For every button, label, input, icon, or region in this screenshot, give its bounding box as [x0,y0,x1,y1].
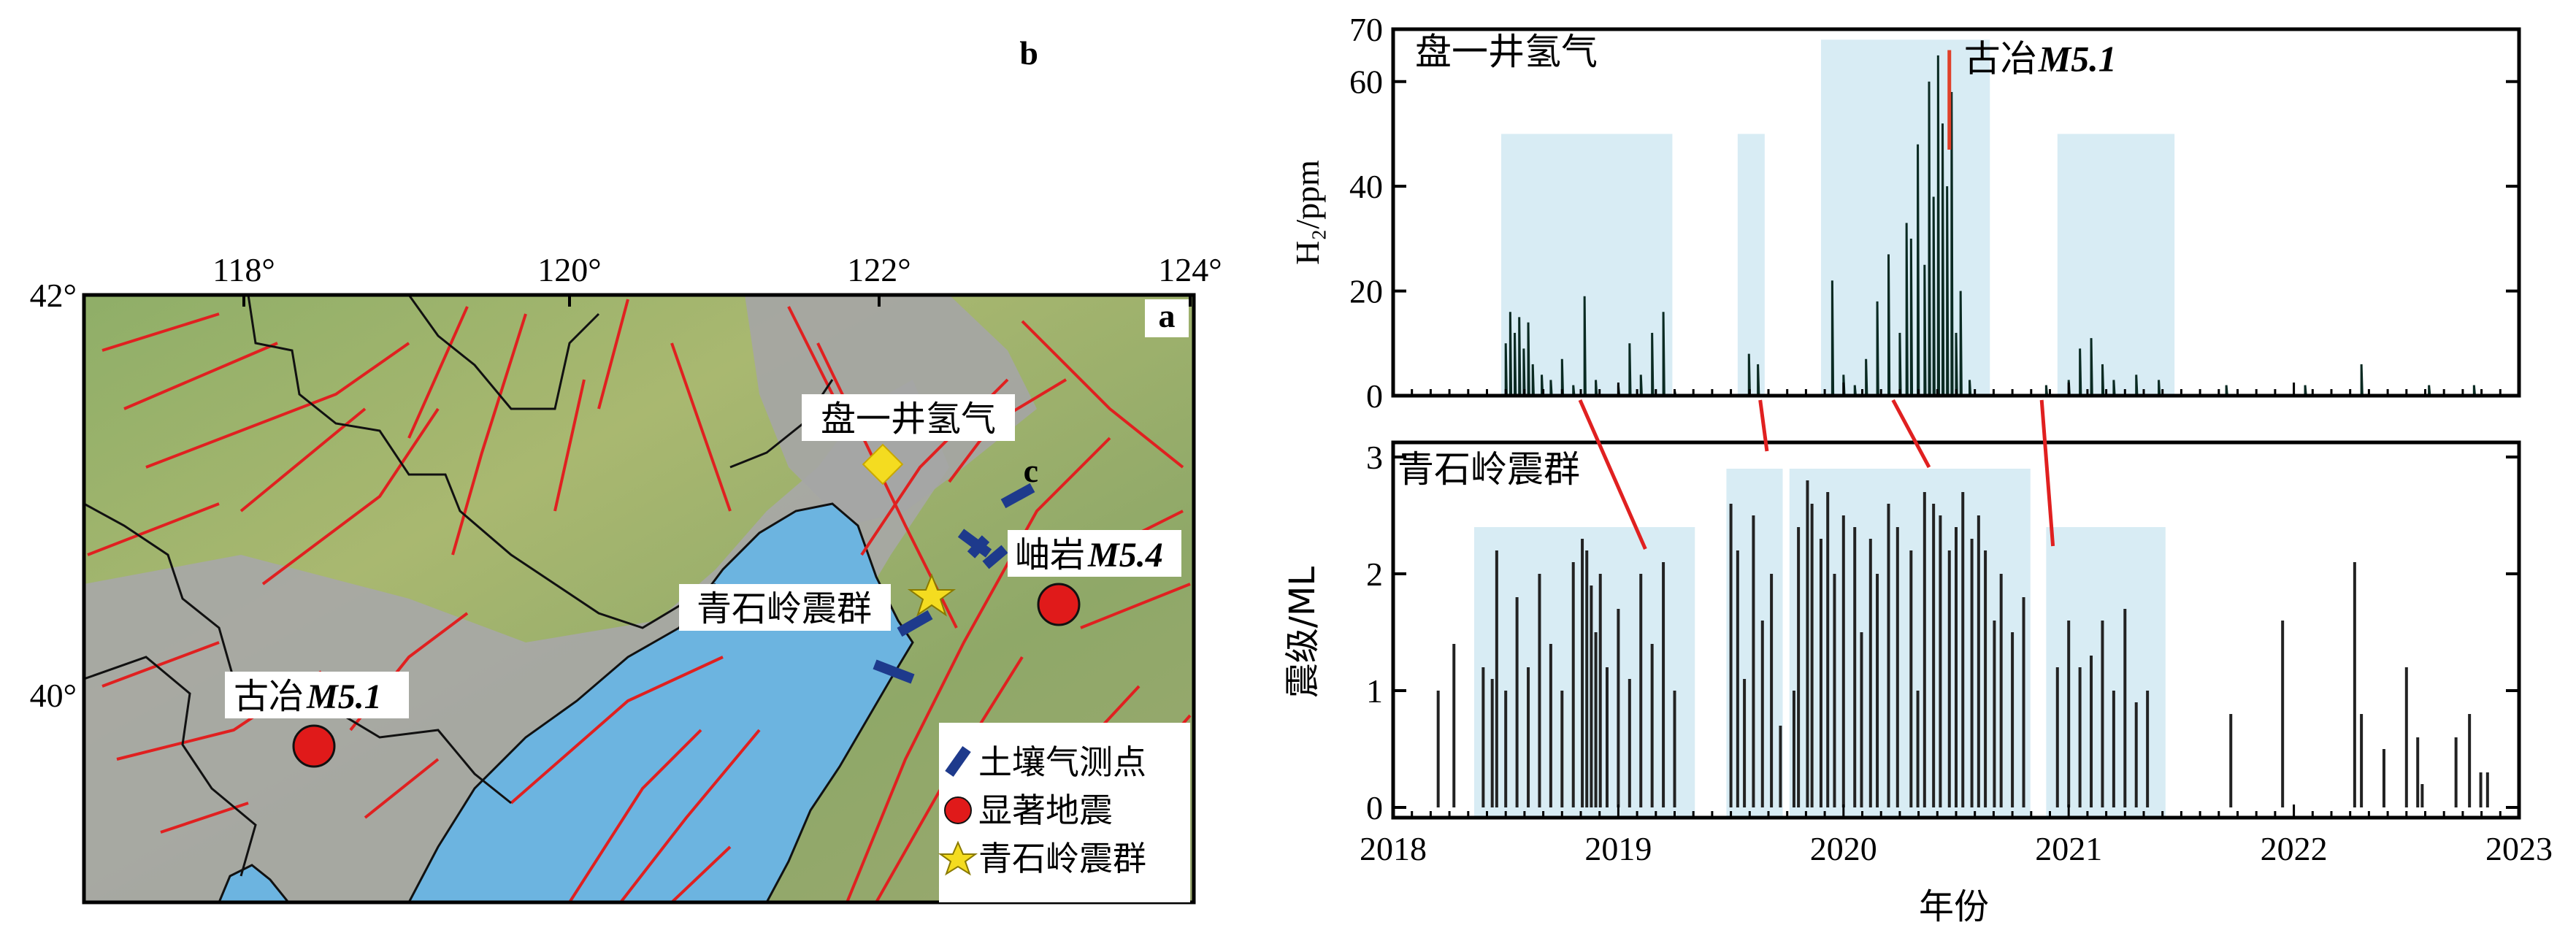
chart-c: 0 1 2 3 2018 2019 2020 2021 2022 2023 青石岭震群 c 震级/… [1024,439,2553,927]
connector-line-0 [1578,399,1647,550]
lon-tick-122: 122° [847,251,911,288]
chart-c-xlabel: 年份 [1919,886,1989,927]
lat-tick-42: 42° [30,277,77,314]
lon-tick-124: 124° [1158,251,1222,288]
sea-south [218,864,290,902]
qingshiling-star-marker [907,573,957,617]
label-guye: 古冶M5.1 [234,676,382,717]
lon-ticks [242,295,1192,307]
chart-b-shade-0 [1501,134,1673,396]
chart-b-ytick-label-20: 20 [1349,273,1383,310]
chart-b-panel-letter: b [1019,34,1038,72]
chart-b-frame [1391,27,2521,398]
period-connectors [1578,399,2055,550]
map-frame [82,293,1196,905]
legend-red-circle-icon [944,796,972,824]
chart-c-axes: 0 1 2 3 2018 2019 2020 2021 2022 2023 [1360,439,2553,867]
chart-b-shade-2 [1820,39,1990,396]
chart-c-ytick-label-3: 3 [1366,439,1383,476]
chart-c-ytick-label-0: 0 [1366,789,1383,826]
panel-letter-a: a [1159,297,1176,334]
chart-c-ytick-label-2: 2 [1366,556,1383,593]
connector-line-3 [2039,399,2055,547]
chart-b: 0 20 40 60 70 盘一井氢气 b 古冶M5.1 H₂/ppm [1019,11,2521,415]
chart-c-ylabel: 震级/ML [1282,567,1323,699]
chart-c-xtick-label-2020: 2020 [1810,830,1877,867]
chart-c-magnitude-bars [1436,480,2489,807]
legend-item-cluster: 青石岭震群 [978,839,1146,878]
soil-gas-stations [873,483,1035,684]
chart-c-shade-3 [2046,527,2166,818]
legend-item-soil-gas: 土壤气测点 [978,742,1146,782]
xiuyan-earthquake-marker [1037,583,1081,626]
chart-c-frame [1391,440,2521,820]
chart-c-title: 青石岭震群 [1398,448,1580,491]
panshan-diamond-marker [862,443,904,485]
chart-c-shade-0 [1474,527,1695,818]
chart-c-shaded-periods [1474,469,2166,818]
chart-c-ytick-label-1: 1 [1366,672,1383,710]
chart-b-ytick-label-60: 60 [1349,64,1383,101]
lon-tick-118: 118° [212,251,275,288]
chart-c-panel-letter: c [1024,452,1038,489]
chart-c-xtick-label-2021: 2021 [2035,830,2102,867]
chart-c-xtick-label-2022: 2022 [2261,830,2328,867]
legend-star-icon [938,840,978,876]
chart-c-xtick-label-2019: 2019 [1584,830,1652,867]
legend-item-earthquake: 显著地震 [978,791,1113,830]
connector-line-1 [1758,399,1769,452]
chart-b-shade-1 [1737,134,1765,396]
lon-tick-120: 120° [537,251,601,288]
chart-c-xtick-label-2018: 2018 [1360,830,1427,867]
map-panel: 118° 120° 122° 124° 42° 40° a 盘一井氢气 岫岩M5… [30,251,1222,905]
chart-b-ylabel: H₂/ppm [1289,160,1326,265]
chart-b-shaded-periods [1501,39,2175,396]
chart-c-xtick-label-2023: 2023 [2485,830,2553,867]
label-panshan-well: 盘一井氢气 [821,399,996,439]
chart-b-ytick-label-70: 70 [1349,11,1383,48]
connector-line-2 [1891,399,1931,469]
chart-b-annotation: 古冶M5.1 [1964,37,2117,80]
label-xiuyan: 岫岩M5.4 [1015,534,1163,575]
chart-b-ytick-label-40: 40 [1349,168,1383,205]
chart-b-shade-3 [2057,134,2175,396]
guye-earthquake-marker [292,724,336,768]
legend-blue-bar-icon [945,745,971,778]
chart-b-title: 盘一井氢气 [1415,31,1598,73]
chart-b-ytick-label-0: 0 [1366,377,1383,415]
map-legend: 土壤气测点 显著地震 青石岭震群 [938,723,1190,902]
label-qingshiling-cluster: 青石岭震群 [697,588,872,629]
lat-tick-40: 40° [30,677,77,714]
